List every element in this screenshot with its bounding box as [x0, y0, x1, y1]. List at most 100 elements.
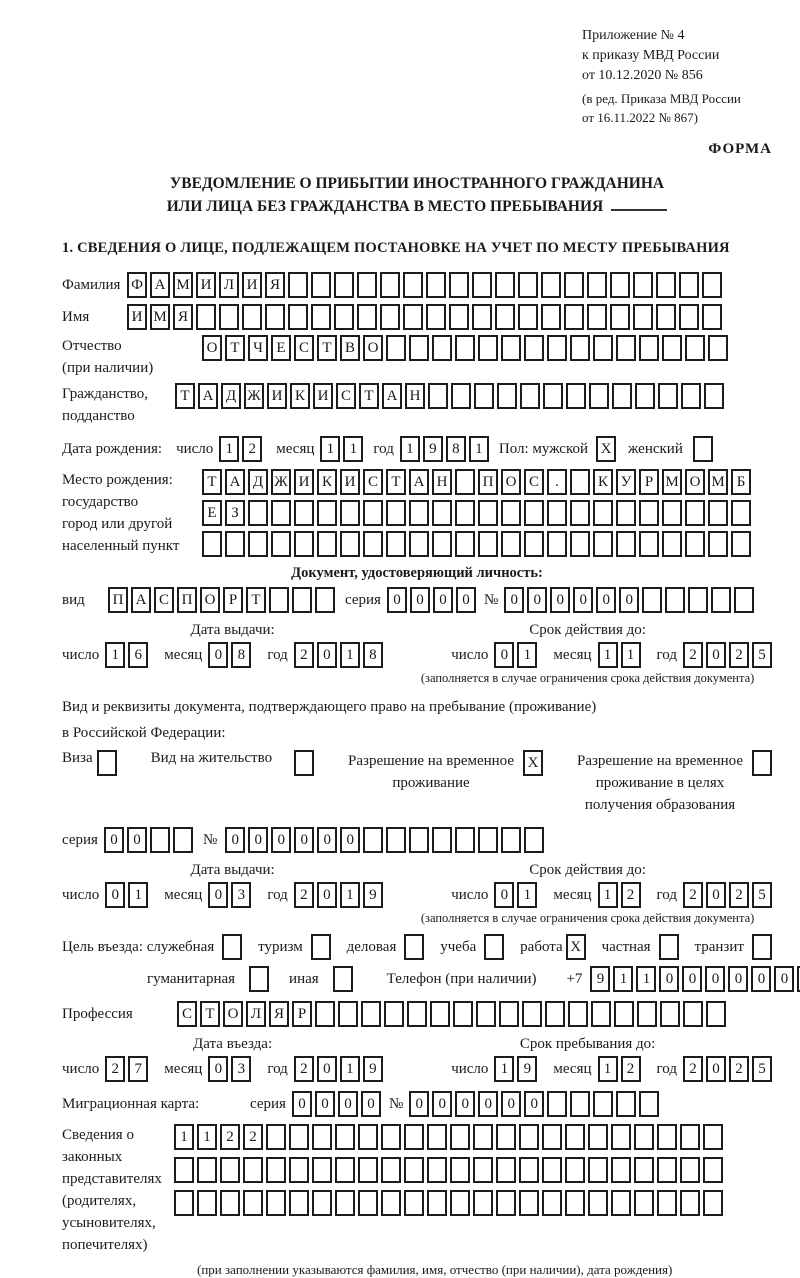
char-cell[interactable]: И [267, 383, 287, 409]
char-cell[interactable]: А [131, 587, 151, 613]
char-cell[interactable] [478, 335, 498, 361]
char-cell[interactable]: А [198, 383, 218, 409]
sex-male-checkbox[interactable]: X [596, 436, 617, 462]
char-cell[interactable]: М [150, 304, 170, 330]
char-cell[interactable]: Р [639, 469, 659, 495]
char-cell[interactable] [708, 335, 728, 361]
char-cell[interactable] [497, 383, 517, 409]
char-cell[interactable]: 2 [683, 642, 703, 668]
purpose-transit-checkbox[interactable] [751, 934, 772, 960]
char-cell[interactable]: 3 [231, 882, 252, 908]
char-cell[interactable]: 0 [751, 966, 772, 992]
char-cell[interactable] [473, 1157, 493, 1183]
char-cell[interactable] [588, 1190, 608, 1216]
temp-residence-checkbox[interactable]: X [523, 750, 544, 776]
char-cell[interactable] [386, 335, 406, 361]
char-cell[interactable] [565, 1190, 585, 1216]
char-cell[interactable]: И [340, 469, 360, 495]
checkbox-cell[interactable] [692, 436, 713, 462]
char-cell[interactable] [473, 1124, 493, 1150]
char-cell[interactable] [363, 827, 384, 853]
char-cell[interactable]: Л [219, 272, 239, 298]
char-cell[interactable] [315, 587, 335, 613]
char-cell[interactable]: 0 [103, 827, 124, 853]
purpose-other-checkbox[interactable] [332, 966, 353, 992]
char-cell[interactable] [225, 531, 245, 557]
char-cell[interactable]: 3 [231, 1056, 252, 1082]
char-cell[interactable]: Е [202, 500, 222, 526]
char-cell[interactable]: 1 [613, 966, 634, 992]
char-cell[interactable]: Б [731, 469, 751, 495]
char-cell[interactable] [404, 1190, 424, 1216]
char-cell[interactable]: А [382, 383, 402, 409]
char-cell[interactable] [542, 1157, 562, 1183]
char-cell[interactable] [172, 827, 193, 853]
char-cell[interactable] [634, 1190, 654, 1216]
char-cell[interactable] [634, 1124, 654, 1150]
char-cell[interactable]: М [708, 469, 728, 495]
char-cell[interactable] [541, 272, 561, 298]
checkbox-cell[interactable] [658, 934, 679, 960]
char-cell[interactable]: И [196, 272, 216, 298]
char-cell[interactable] [642, 587, 663, 613]
char-cell[interactable]: П [108, 587, 128, 613]
char-cell[interactable]: 0 [432, 587, 453, 613]
char-cell[interactable] [683, 1001, 703, 1027]
char-cell[interactable] [334, 304, 354, 330]
representatives-row2-cells[interactable] [174, 1157, 723, 1183]
char-cell[interactable]: 1 [517, 642, 538, 668]
char-cell[interactable] [657, 1190, 677, 1216]
char-cell[interactable]: 2 [293, 882, 314, 908]
char-cell[interactable]: 2 [683, 882, 703, 908]
checkbox-cell[interactable] [484, 934, 505, 960]
char-cell[interactable] [570, 500, 590, 526]
char-cell[interactable] [520, 383, 540, 409]
char-cell[interactable]: 0 [706, 642, 726, 668]
purpose-business-checkbox[interactable] [404, 934, 425, 960]
char-cell[interactable] [197, 1190, 217, 1216]
char-cell[interactable]: 0 [494, 882, 515, 908]
char-cell[interactable] [294, 531, 314, 557]
char-cell[interactable]: С [363, 469, 383, 495]
char-cell[interactable] [611, 1190, 631, 1216]
char-cell[interactable]: А [409, 469, 429, 495]
char-cell[interactable]: Т [317, 335, 337, 361]
char-cell[interactable] [681, 383, 701, 409]
char-cell[interactable] [242, 304, 262, 330]
char-cell[interactable] [495, 272, 515, 298]
char-cell[interactable] [593, 1091, 614, 1117]
char-cell[interactable]: Ф [127, 272, 147, 298]
char-cell[interactable] [587, 272, 607, 298]
char-cell[interactable] [149, 827, 170, 853]
checkbox-cell[interactable] [249, 966, 270, 992]
char-cell[interactable]: М [173, 272, 193, 298]
checkbox-cell[interactable]: X [596, 436, 617, 462]
char-cell[interactable]: К [593, 469, 613, 495]
char-cell[interactable]: 0 [208, 1056, 229, 1082]
char-cell[interactable] [708, 531, 728, 557]
char-cell[interactable] [496, 1157, 516, 1183]
char-cell[interactable]: 0 [316, 882, 337, 908]
char-cell[interactable] [269, 587, 289, 613]
checkbox-cell[interactable] [96, 750, 117, 776]
char-cell[interactable]: 0 [706, 1056, 726, 1082]
char-cell[interactable]: 0 [294, 827, 315, 853]
char-cell[interactable] [340, 500, 360, 526]
char-cell[interactable]: 0 [455, 587, 476, 613]
char-cell[interactable] [358, 1157, 378, 1183]
char-cell[interactable] [409, 500, 429, 526]
char-cell[interactable]: Е [271, 335, 291, 361]
char-cell[interactable] [610, 304, 630, 330]
char-cell[interactable] [639, 1091, 660, 1117]
purpose-tourism-checkbox[interactable] [310, 934, 331, 960]
char-cell[interactable]: С [154, 587, 174, 613]
char-cell[interactable]: 1 [620, 642, 641, 668]
